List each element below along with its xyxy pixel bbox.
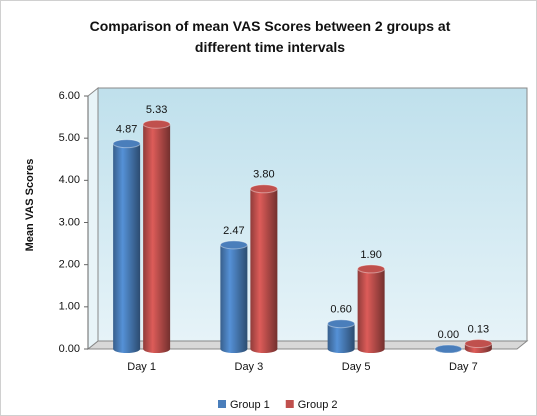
y-axis-title: Mean VAS Scores: [24, 159, 36, 252]
bar-top: [112, 139, 141, 149]
y-tick-label: 6.00: [59, 90, 80, 102]
y-tick-label: 5.00: [59, 132, 80, 144]
value-label: 2.47: [223, 225, 244, 237]
bar-top: [142, 119, 171, 129]
y-tick-label: 2.00: [59, 259, 80, 271]
bar-top: [434, 344, 463, 354]
value-label: 0.00: [438, 329, 459, 341]
y-tick-label: 1.00: [59, 301, 80, 313]
y-tick-label: 3.00: [59, 216, 80, 228]
value-label: 0.60: [330, 304, 351, 316]
side-wall: [87, 86, 99, 351]
legend-label: Group 1: [230, 399, 270, 411]
bar: [327, 323, 355, 349]
y-tick-label: 0.00: [59, 343, 80, 355]
bar-top: [249, 184, 278, 194]
bar-top: [327, 319, 356, 329]
value-label: 1.90: [360, 249, 381, 261]
value-label: 4.87: [116, 124, 137, 136]
bar: [357, 268, 385, 349]
bar-top: [219, 240, 248, 250]
legend-swatch: [285, 400, 294, 408]
value-label: 5.33: [146, 104, 167, 116]
bar-top: [357, 264, 386, 274]
chart-title: Comparison of mean VAS Scores between 2 …: [89, 18, 451, 55]
x-tick-label: Day 7: [449, 361, 478, 373]
bar: [250, 188, 278, 349]
x-tick-label: Day 3: [235, 361, 264, 373]
bar: [143, 124, 171, 349]
bar: [220, 244, 248, 349]
value-label: 3.80: [253, 169, 274, 181]
legend-label: Group 2: [298, 399, 338, 411]
x-tick-label: Day 5: [342, 361, 371, 373]
value-label: 0.13: [468, 323, 489, 335]
bar: [113, 143, 141, 349]
legend-swatch: [218, 400, 226, 408]
y-tick-label: 4.00: [59, 174, 80, 186]
x-tick-label: Day 1: [127, 361, 156, 373]
bar-top: [464, 339, 493, 349]
